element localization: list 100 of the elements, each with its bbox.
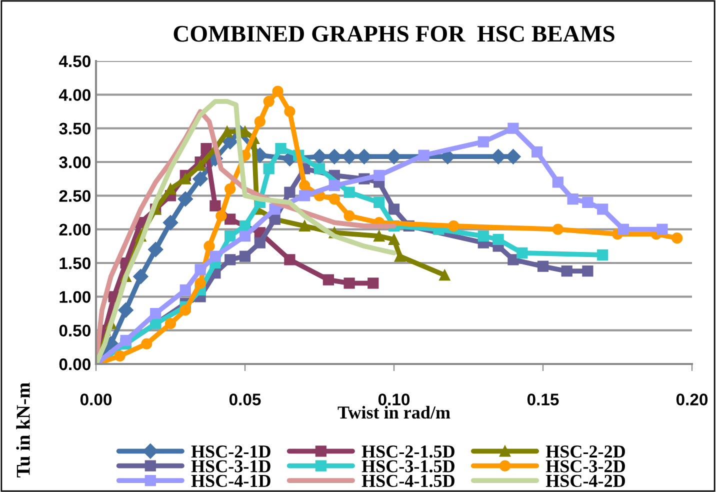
point [150, 308, 162, 320]
point [618, 224, 630, 235]
x-tick-label: 0.15 [527, 394, 559, 406]
point [299, 190, 310, 202]
point [178, 191, 193, 207]
point [490, 149, 506, 164]
x-tick-label: 0.20 [676, 394, 708, 406]
point [418, 150, 430, 161]
point [224, 183, 236, 194]
point [314, 163, 326, 174]
point [388, 204, 400, 215]
point [597, 249, 608, 260]
legend-label: HSC-4-2D [546, 474, 625, 488]
legend-label: HSC-2-1.5D [362, 446, 454, 458]
point [269, 204, 280, 215]
legend-label: HSC-3-2D [546, 460, 625, 472]
point [582, 266, 594, 277]
y-tick-label: 2.00 [59, 224, 90, 236]
y-tick-label: 4.50 [58, 55, 90, 68]
point [448, 220, 460, 232]
point [141, 338, 152, 350]
point [328, 193, 340, 205]
x-axis-title: Twist in rad/m [338, 406, 450, 419]
point [344, 210, 355, 222]
point [439, 270, 450, 281]
y-tick-label: 4.00 [58, 89, 90, 101]
legend-label: HSC-2-1D [191, 446, 270, 458]
point [272, 86, 284, 97]
y-tick-label: 3.50 [59, 122, 90, 135]
legend-label: HSC-4-1D [191, 474, 270, 488]
point [328, 180, 340, 192]
point [204, 240, 215, 252]
legend-label: HSC-4-1.5D [362, 474, 454, 488]
point [508, 254, 519, 266]
point [394, 250, 406, 262]
point [210, 250, 221, 262]
point [222, 126, 233, 138]
point [284, 254, 296, 266]
point [368, 278, 379, 289]
point [492, 234, 504, 245]
y-tick-label: 2.50 [59, 190, 90, 202]
point [254, 237, 266, 248]
point [164, 183, 176, 194]
y-tick-label: 0.00 [59, 358, 90, 370]
legend-label: HSC-3-1D [191, 460, 270, 472]
point [263, 96, 274, 107]
x-tick-label: 0.10 [378, 394, 410, 406]
point [374, 170, 385, 182]
point [299, 180, 310, 192]
point [194, 264, 206, 276]
point [567, 193, 578, 205]
point [284, 186, 296, 198]
point [239, 230, 251, 242]
point [478, 136, 489, 148]
point [224, 230, 236, 242]
point [582, 196, 594, 208]
point [374, 196, 385, 208]
point [342, 149, 357, 164]
point [388, 234, 400, 245]
legend-label: HSC-2-2D [546, 446, 625, 458]
point [254, 116, 266, 128]
point [118, 302, 134, 318]
point [656, 224, 668, 235]
point [224, 214, 236, 225]
y-axis-title: Tu in kN-m [16, 382, 30, 478]
point [299, 220, 310, 232]
point [537, 260, 549, 272]
point [478, 230, 489, 242]
point [597, 204, 608, 215]
point [200, 142, 212, 154]
point [552, 224, 564, 235]
point [224, 254, 236, 266]
point [516, 247, 528, 258]
point [374, 230, 385, 242]
point [275, 142, 286, 154]
point [194, 278, 206, 289]
point [180, 304, 191, 316]
point [506, 149, 521, 164]
point [344, 278, 355, 289]
point [263, 163, 274, 174]
point [216, 210, 227, 222]
point [114, 350, 126, 362]
point [284, 106, 296, 118]
point [210, 200, 221, 212]
legend-label: HSC-3-1.5D [362, 460, 454, 472]
x-tick-label: 0.05 [229, 394, 261, 406]
point [180, 284, 191, 296]
y-tick-label: 3.00 [59, 156, 90, 168]
y-tick-label: 0.50 [59, 324, 90, 337]
point [322, 274, 334, 286]
point [164, 318, 176, 330]
y-tick-label: 1.50 [60, 257, 90, 270]
point [326, 149, 342, 164]
point [148, 242, 164, 258]
y-tick-label: 1.00 [60, 291, 90, 303]
chart-title: COMBINED GRAPHS FOR HSC BEAMS [174, 26, 614, 42]
point [531, 146, 543, 158]
point [561, 266, 572, 277]
point [356, 149, 372, 164]
point [508, 122, 519, 134]
